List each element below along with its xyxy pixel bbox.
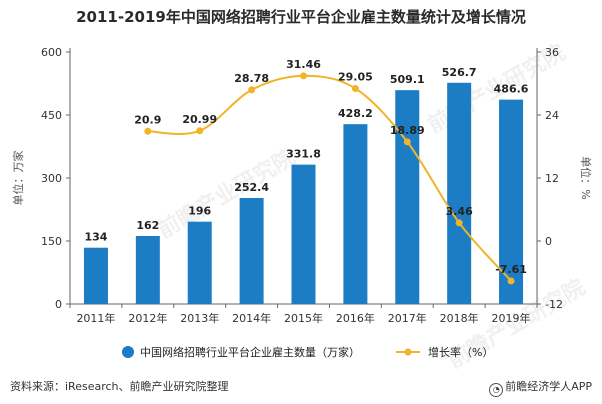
growth-rate-label: 18.89 bbox=[390, 124, 425, 137]
bar bbox=[291, 164, 316, 304]
y-left-tick-label: 300 bbox=[41, 172, 62, 185]
legend-bar-swatch bbox=[122, 346, 134, 358]
growth-rate-label: 3.46 bbox=[446, 205, 473, 218]
growth-rate-line bbox=[147, 74, 512, 282]
x-tick-label: 2014年 bbox=[232, 311, 271, 325]
bar bbox=[499, 99, 524, 305]
x-tick-label: 2019年 bbox=[492, 311, 531, 325]
x-tick-label: 2016年 bbox=[336, 311, 375, 325]
growth-rate-point bbox=[144, 127, 152, 135]
legend-line-label: 增长率（%） bbox=[428, 345, 493, 359]
y-left-tick-label: 600 bbox=[41, 46, 62, 59]
bar bbox=[187, 221, 212, 304]
x-tick-label: 2011年 bbox=[76, 311, 115, 325]
growth-rate-point bbox=[403, 138, 411, 146]
legend-bar-label: 中国网络招聘行业平台企业雇主数量（万家） bbox=[140, 345, 360, 359]
growth-rate-point bbox=[300, 72, 307, 80]
y-right-axis-title: 单位：% bbox=[579, 156, 593, 199]
x-tick-label: 2017年 bbox=[388, 311, 427, 325]
x-tick-label: 2013年 bbox=[180, 311, 219, 325]
bar-value-label: 331.8 bbox=[286, 148, 321, 161]
growth-rate-label: 20.99 bbox=[182, 113, 217, 126]
brand-label: 前瞻经济学人APP bbox=[505, 380, 592, 393]
y-left-tick-label: 0 bbox=[55, 298, 62, 311]
bar bbox=[239, 197, 264, 304]
legend-line-marker bbox=[404, 348, 412, 356]
growth-rate-label: 31.46 bbox=[286, 58, 321, 71]
growth-rate-label: -7.61 bbox=[495, 263, 527, 276]
bar-value-label: 486.6 bbox=[494, 83, 529, 96]
y-right-tick-label: 0 bbox=[545, 235, 552, 248]
brand-credit: ◔ 前瞻经济学人APP bbox=[489, 378, 592, 397]
growth-rate-point bbox=[455, 219, 463, 227]
growth-rate-point bbox=[196, 127, 204, 135]
y-left-tick-label: 450 bbox=[41, 109, 62, 122]
x-tick-label: 2015年 bbox=[284, 311, 323, 325]
y-right-tick-label: 12 bbox=[545, 172, 559, 185]
y-right-tick-label: 24 bbox=[545, 109, 559, 122]
bar bbox=[395, 90, 420, 304]
x-tick-label: 2012年 bbox=[128, 311, 167, 325]
y-left-tick-label: 150 bbox=[41, 235, 62, 248]
bar-value-label: 196 bbox=[188, 205, 211, 218]
watermark-text: 前瞻产业研究院 bbox=[153, 144, 299, 244]
chart-title: 2011-2019年中国网络招聘行业平台企业雇主数量统计及增长情况 bbox=[76, 8, 526, 26]
bar-value-label: 428.2 bbox=[338, 107, 373, 120]
bar-value-label: 162 bbox=[136, 219, 159, 232]
growth-rate-label: 29.05 bbox=[338, 70, 373, 83]
growth-rate-point bbox=[507, 277, 515, 285]
bar-value-label: 134 bbox=[84, 231, 107, 244]
growth-rate-point bbox=[248, 86, 256, 94]
y-right-tick-label: 36 bbox=[545, 46, 559, 59]
growth-rate-label: 28.78 bbox=[234, 72, 269, 85]
bar bbox=[447, 82, 472, 304]
bar-value-label: 509.1 bbox=[390, 73, 425, 86]
bar bbox=[343, 124, 368, 304]
bar bbox=[83, 247, 108, 304]
y-right-tick-label: -12 bbox=[545, 298, 563, 311]
bar-value-label: 526.7 bbox=[442, 66, 477, 79]
y-left-axis-title: 单位：万家 bbox=[11, 151, 25, 206]
brand-logo-icon: ◔ bbox=[489, 383, 504, 397]
growth-rate-label: 20.9 bbox=[134, 113, 161, 126]
growth-rate-point bbox=[351, 84, 359, 92]
source-note: 资料来源：iResearch、前瞻产业研究院整理 bbox=[10, 380, 229, 393]
bar-value-label: 252.4 bbox=[234, 181, 269, 194]
x-tick-label: 2018年 bbox=[440, 311, 479, 325]
bar bbox=[135, 235, 160, 304]
